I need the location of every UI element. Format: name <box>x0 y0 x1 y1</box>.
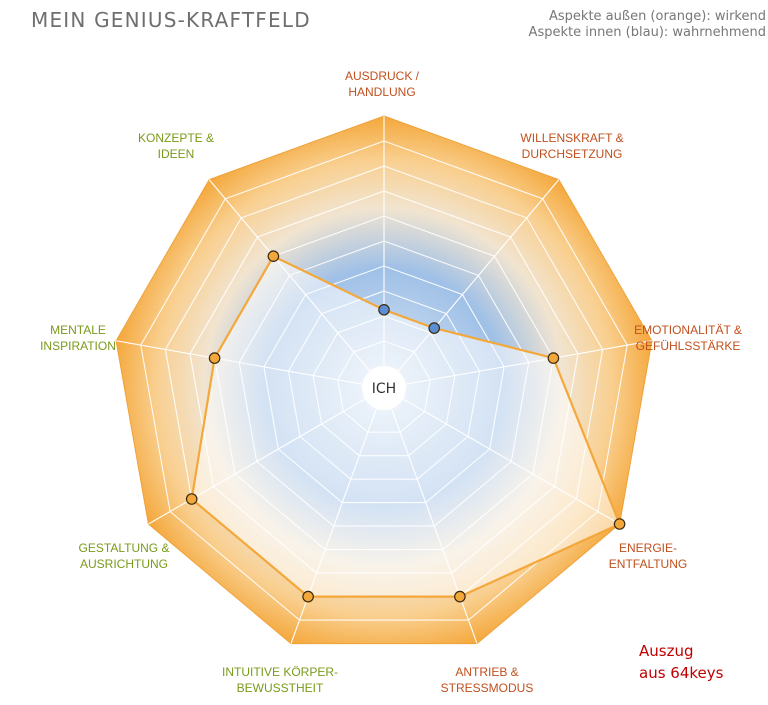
footer-note: Auszug aus 64keys <box>639 640 723 684</box>
legend-outer: Aspekte außen (orange): wirkend <box>549 9 766 24</box>
axis-label-line1: EMOTIONALITÄT & <box>634 323 742 337</box>
axis-label: AUSDRUCK / HANDLUNG <box>345 68 419 100</box>
axis-label: MENTALE INSPIRATION <box>40 322 116 354</box>
axis-label-line2: HANDLUNG <box>348 85 416 99</box>
legend-inner: Aspekte innen (blau): wahrnehmend <box>528 25 766 40</box>
axis-label: EMOTIONALITÄT & GEFÜHLSSTÄRKE <box>634 322 742 354</box>
data-point <box>208 352 221 364</box>
center-label: ICH <box>372 381 396 397</box>
data-point <box>302 590 314 603</box>
center-circle <box>362 366 406 410</box>
axis-label: INTUITIVE KÖRPER- BEWUSSTHEIT <box>222 664 338 696</box>
data-area <box>191 256 620 597</box>
axis-label: GESTALTUNG & AUSRICHTUNG <box>79 540 170 572</box>
axis-label-line1: KONZEPTE & <box>137 131 215 145</box>
legend: Aspekte außen (orange): wirkend Aspekte … <box>529 9 766 41</box>
axis-label-line2: ENTFALTUNG <box>608 557 688 571</box>
axis-label-line1: ANTRIEB & <box>455 665 519 679</box>
axis-label-line1: ENERGIE- <box>618 541 678 555</box>
footer-note-line1: Auszug <box>639 642 694 660</box>
data-point <box>185 493 198 505</box>
data-point <box>428 322 440 334</box>
data-point <box>378 303 390 316</box>
axis-label-line2: AUSRICHTUNG <box>79 557 168 571</box>
page-title: MEIN GENIUS-KRAFTFELD <box>31 8 311 32</box>
data-point <box>547 352 560 364</box>
axis-label: KONZEPTE & IDEEN <box>138 130 214 162</box>
grid-ring <box>140 140 628 621</box>
axis-label: ANTRIEB & STRESSMODUS <box>441 664 534 696</box>
axis-label: ENERGIE- ENTFALTUNG <box>609 540 687 572</box>
axis-label-line2: GEFÜHLSSTÄRKE <box>635 339 741 353</box>
axis-label-line2: STRESSMODUS <box>440 681 534 695</box>
data-point <box>613 518 626 530</box>
axis-label-line2: INSPIRATION <box>40 339 116 353</box>
axis-label-line1: AUSDRUCK / <box>344 69 420 83</box>
axis-label-line2: IDEEN <box>157 147 195 161</box>
data-point <box>267 250 280 263</box>
axis-label-line1: WILLENSKRAFT & <box>520 131 624 145</box>
axis-label-line2: BEWUSSTHEIT <box>236 681 324 695</box>
footer-note-line2: aus 64keys <box>639 664 724 682</box>
data-line <box>190 255 621 598</box>
axis-label: WILLENSKRAFT & DURCHSETZUNG <box>520 130 623 162</box>
axis-label-line2: DURCHSETZUNG <box>521 147 623 161</box>
axis-label-line1: MENTALE <box>50 323 106 337</box>
data-point <box>454 590 466 603</box>
axis-label-line1: GESTALTUNG & <box>78 541 170 555</box>
axis-label-line1: INTUITIVE KÖRPER- <box>221 665 339 679</box>
